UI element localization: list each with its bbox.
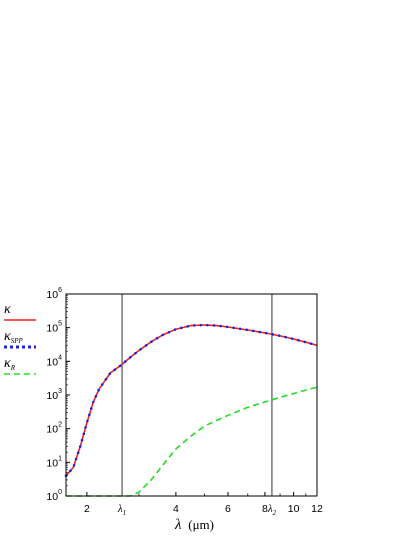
vertical-reference-lines bbox=[121, 294, 273, 496]
y-tick-label: 100 bbox=[46, 489, 62, 503]
y-tick-label: 103 bbox=[46, 388, 62, 402]
series-line-kappa bbox=[65, 324, 318, 477]
reference-label-sub: 1 bbox=[123, 509, 127, 517]
y-tick-label: 106 bbox=[46, 287, 62, 301]
x-axis-unit: (μm) bbox=[188, 517, 214, 532]
legend: κ κSPP κR bbox=[4, 302, 36, 375]
x-tick-label: 10 bbox=[288, 503, 300, 515]
x-axis-label: λ (μm) bbox=[174, 517, 214, 533]
x-tick-label: 8 bbox=[262, 503, 268, 515]
legend-label-spp: κSPP bbox=[4, 329, 24, 345]
reference-label-base: λ bbox=[117, 503, 123, 515]
x-tick-label: 6 bbox=[225, 503, 231, 515]
legend-label-kappa: κ bbox=[4, 302, 11, 317]
series-line-spp bbox=[64, 323, 319, 478]
x-tick-label: 12 bbox=[311, 503, 323, 515]
y-tick-label: 105 bbox=[46, 321, 62, 335]
reference-label-lambda-1: λ1 bbox=[117, 503, 126, 517]
x-tick-label: 4 bbox=[173, 503, 179, 515]
plot-frame bbox=[65, 293, 318, 497]
reference-label-sub: 2 bbox=[273, 509, 277, 517]
y-tick-label: 104 bbox=[46, 354, 62, 368]
reference-label-base: λ bbox=[267, 503, 273, 515]
x-axis: λ1 λ22 4 6 8 10 12 bbox=[84, 492, 323, 517]
y-axis: 100 101 102 103 104 105 106 bbox=[46, 287, 70, 503]
y-tick-label: 101 bbox=[46, 455, 62, 469]
legend-label-r: κR bbox=[4, 356, 16, 372]
series-line-r bbox=[66, 386, 318, 497]
x-axis-symbol: λ bbox=[174, 517, 182, 533]
reference-label-lambda-2: λ2 bbox=[267, 503, 277, 517]
plot-series bbox=[64, 323, 319, 497]
x-tick-label: 2 bbox=[84, 503, 90, 515]
y-tick-label: 102 bbox=[46, 422, 62, 436]
